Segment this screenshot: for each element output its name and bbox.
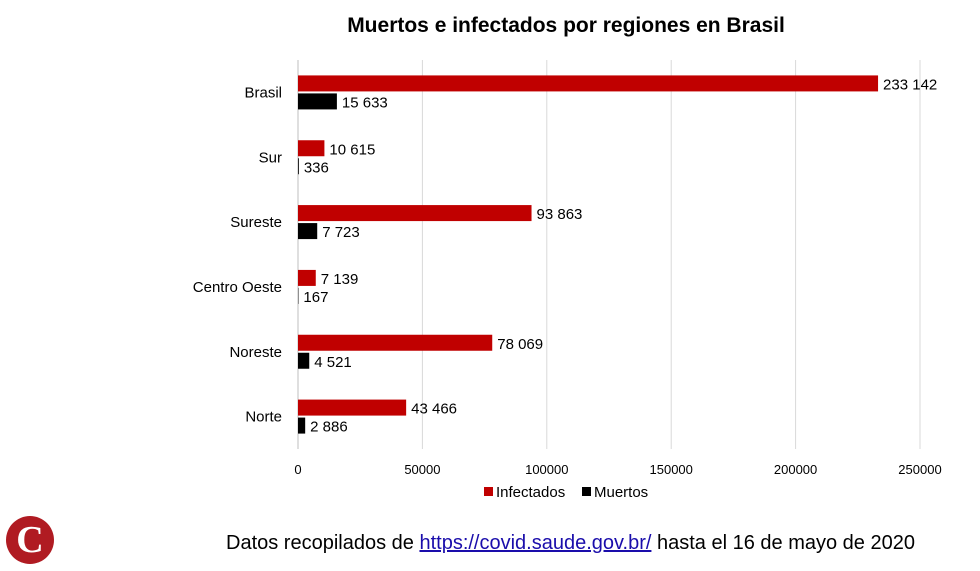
logo: C	[6, 516, 54, 564]
x-tick-labels: 0 50000 100000 150000 200000 250000	[294, 462, 941, 477]
source-link[interactable]: https://covid.saude.gov.br/	[419, 532, 652, 554]
infectados-legend-label: Infectados	[496, 484, 565, 501]
x-tick-label: 50000	[404, 462, 440, 477]
infectados-bar	[298, 140, 325, 157]
muertos-value-label: 336	[304, 159, 329, 176]
category-label: Brasil	[244, 84, 282, 101]
muertos-bar	[298, 352, 310, 369]
x-tick-label: 150000	[650, 462, 693, 477]
x-tick-label: 0	[294, 462, 301, 477]
infectados-bar	[298, 399, 407, 416]
logo-letter: C	[16, 519, 44, 561]
chart-title: Muertos e infectados por regiones en Bra…	[347, 14, 785, 37]
infectados-bar	[298, 75, 879, 92]
infectados-legend-swatch	[484, 487, 493, 496]
infectados-value-label: 93 863	[537, 206, 583, 223]
muertos-value-label: 167	[303, 289, 328, 306]
category-label: Noreste	[229, 344, 282, 361]
muertos-value-label: 15 633	[342, 94, 388, 111]
infectados-value-label: 10 615	[329, 141, 375, 158]
category-label: Sur	[259, 149, 282, 166]
gridlines	[297, 60, 921, 449]
source-prefix: Datos recopilados de	[226, 532, 420, 554]
infectados-bar	[298, 205, 532, 222]
category-labels: Brasil Sur Sureste Centro Oeste Noreste Norte	[193, 84, 282, 425]
x-tick-label: 100000	[525, 462, 568, 477]
category-label: Norte	[245, 409, 282, 426]
infectados-value-label: 233 142	[883, 76, 937, 93]
source-note: Datos recopilados de https://covid.saude…	[226, 532, 915, 555]
infectados-bar	[298, 334, 493, 351]
infectados-bar	[298, 269, 316, 286]
muertos-bar	[298, 158, 299, 175]
muertos-legend-swatch	[582, 487, 591, 496]
muertos-legend-label: Muertos	[594, 484, 648, 501]
source-suffix: hasta el 16 de mayo de 2020	[651, 532, 915, 554]
muertos-bar	[298, 223, 318, 240]
x-tick-label: 200000	[774, 462, 817, 477]
muertos-bar	[298, 93, 337, 110]
infectados-value-label: 43 466	[411, 401, 457, 418]
infectados-value-label: 78 069	[497, 336, 543, 353]
infectados-value-label: 7 139	[321, 271, 359, 288]
category-label: Sureste	[230, 214, 282, 231]
legend: Infectados Muertos	[484, 484, 648, 501]
muertos-value-label: 4 521	[314, 354, 352, 371]
x-tick-label: 250000	[898, 462, 941, 477]
muertos-value-label: 7 723	[322, 224, 360, 241]
category-label: Centro Oeste	[193, 279, 282, 296]
muertos-bar	[298, 417, 306, 434]
muertos-value-label: 2 886	[310, 419, 348, 436]
